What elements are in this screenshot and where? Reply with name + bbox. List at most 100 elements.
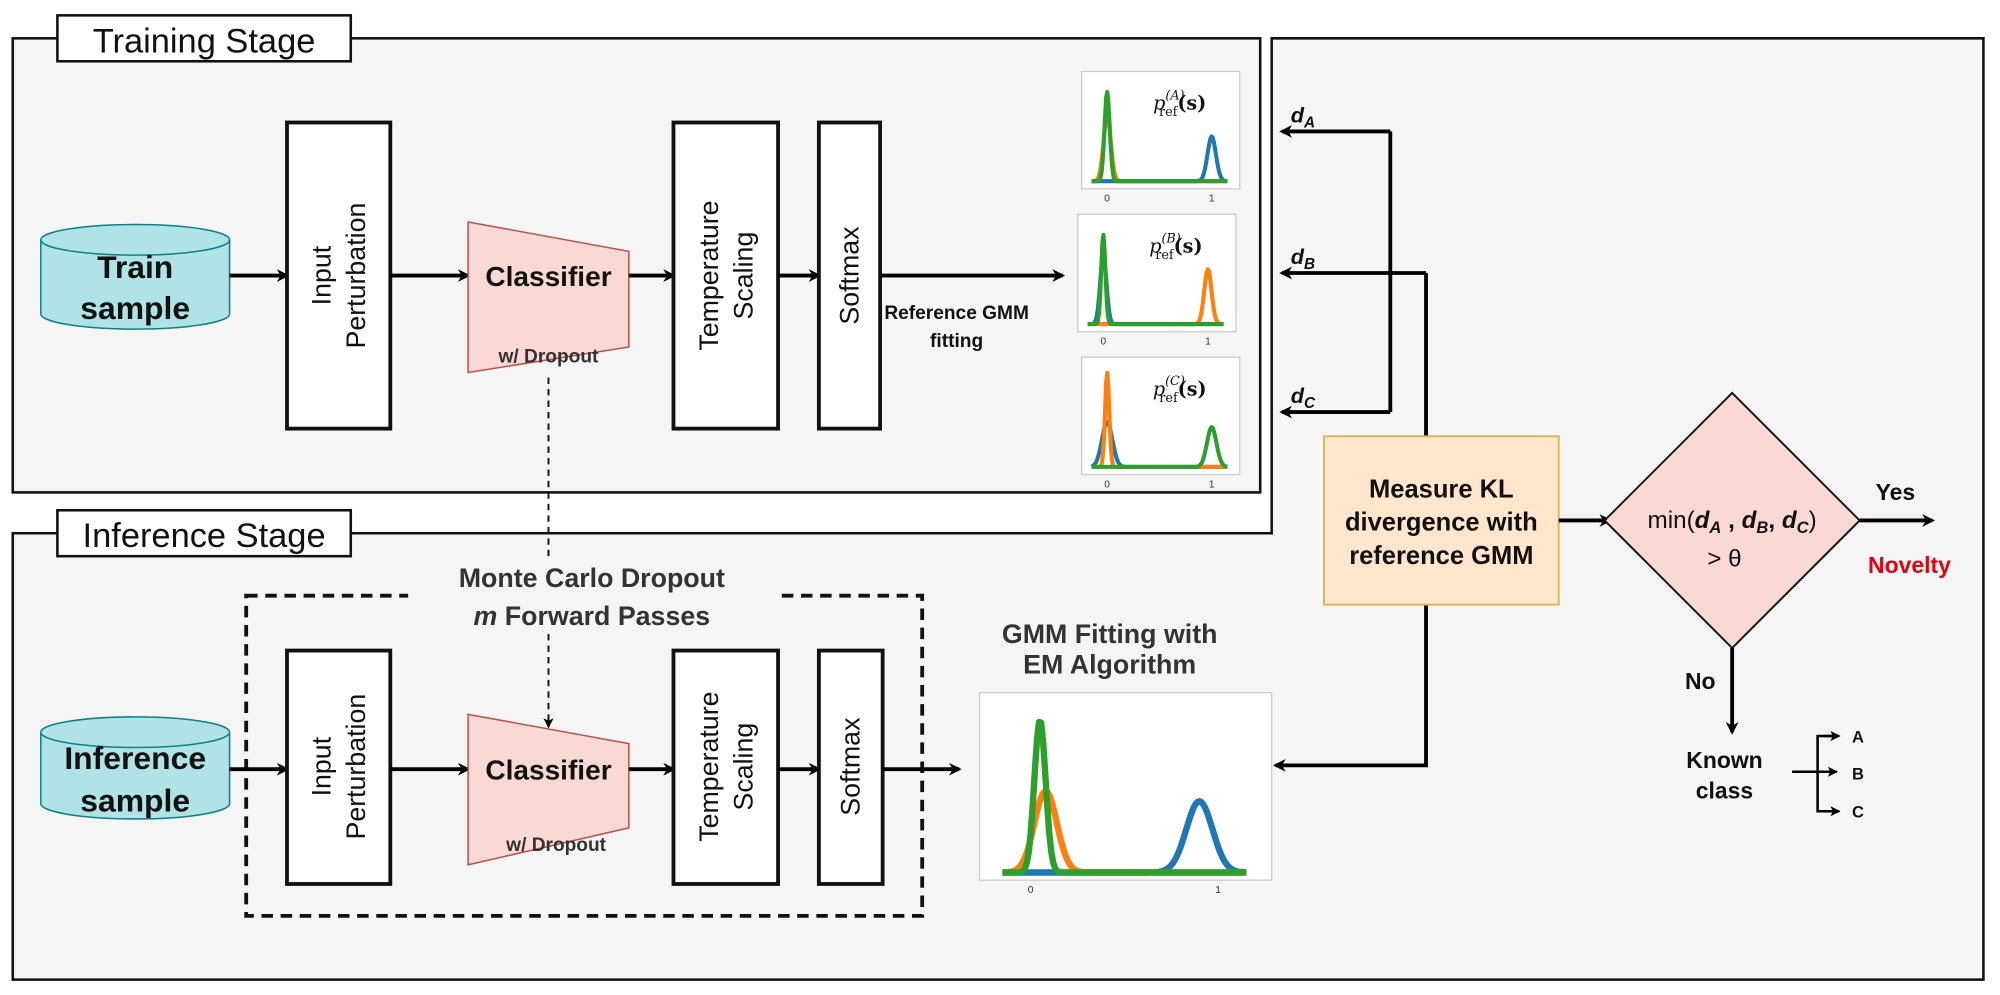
mc-label-gap [408, 580, 776, 612]
subscript: A [1708, 518, 1721, 537]
argument: (s) [1174, 235, 1203, 258]
forward-passes-text: Forward Passes [497, 601, 710, 631]
subscript: B [1304, 256, 1315, 273]
distance-b-label: dB [1291, 244, 1315, 273]
separator: , [1721, 507, 1741, 534]
d-symbol: d [1291, 383, 1305, 408]
kl-label: Measure KL [1369, 475, 1514, 503]
train-temperature-scaling-box: Temperature Scaling [671, 120, 780, 431]
reference-density-label: p(B) ref(s) [1149, 231, 1202, 263]
separator: , [1768, 507, 1781, 534]
dropout-label: w/ Dropout [505, 835, 606, 856]
superscript: (A) [1165, 89, 1184, 104]
yes-label: Yes [1876, 479, 1916, 505]
tick-label: 0 [1104, 479, 1110, 490]
forward-passes-label: m Forward Passes [474, 601, 711, 631]
training-stage-label: Training Stage [56, 14, 353, 63]
subscript: ref [1155, 248, 1175, 263]
inference-temperature-scaling-box: Temperature Scaling [671, 648, 780, 886]
dropout-label: w/ Dropout [498, 346, 599, 367]
tick-label: 0 [1028, 885, 1034, 896]
tick-label: 1 [1215, 885, 1221, 896]
inference-stage-label: Inference Stage [56, 508, 353, 558]
tick-label: 0 [1104, 194, 1110, 205]
train-classifier: Classifier [467, 221, 630, 374]
softmax-label: Softmax [834, 226, 864, 325]
d-symbol: d [1695, 507, 1711, 534]
p-symbol: p [1153, 92, 1165, 115]
softmax-label: Softmax [836, 717, 866, 816]
reference-plot-b: 0 1 p(B) ref(s) [1077, 213, 1237, 347]
p-symbol: p [1149, 235, 1161, 258]
plot-background [978, 692, 1273, 881]
min-distance-expression: min(dA , dB, dC) [1648, 507, 1817, 537]
class-b-label: B [1852, 764, 1864, 783]
novelty-label: Novelty [1868, 552, 1951, 578]
superscript: (B) [1161, 231, 1180, 246]
reference-gmm-fitting-label: Reference GMM [884, 303, 1029, 324]
train-sample-cylinder: Train sample [40, 223, 231, 330]
perturbation-label: Input [306, 736, 336, 796]
inference-input-perturbation-box: Input Perturbation [285, 648, 393, 886]
superscript: (C) [1165, 374, 1185, 389]
green-gaussian-curve [1001, 718, 1248, 876]
tick-label: 1 [1209, 194, 1215, 205]
no-label: No [1685, 668, 1716, 694]
tick-label: 1 [1205, 336, 1211, 347]
known-class-label-2: class [1696, 778, 1753, 804]
perturbation-label-2: Perturbation [341, 694, 371, 840]
subscript: C [1797, 518, 1810, 537]
kl-divergence-box: Measure KL divergence with reference GMM [1323, 435, 1560, 606]
inference-sample-label-2: sample [80, 782, 190, 818]
temperature-label-2: Scaling [729, 723, 759, 811]
train-softmax-box: Softmax [816, 120, 883, 431]
d-symbol: d [1291, 244, 1305, 269]
green-gaussian-curve [1090, 89, 1229, 184]
threshold-label: > θ [1707, 545, 1741, 572]
inference-classifier: Classifier [467, 713, 630, 866]
training-stage-title: Training Stage [93, 22, 316, 60]
known-class-label: Known [1686, 747, 1762, 773]
tick-label: 1 [1209, 479, 1215, 490]
green-gaussian-curve [1086, 232, 1225, 327]
p-symbol: p [1153, 377, 1165, 400]
classifier-label: Classifier [485, 754, 611, 785]
class-a-label: A [1852, 727, 1864, 746]
kl-label-3: reference GMM [1349, 542, 1533, 570]
reference-gmm-fitting-label-2: fitting [930, 331, 983, 352]
train-input-perturbation-box: Input Perturbation [285, 120, 393, 431]
class-c-label: C [1852, 803, 1864, 822]
m-variable: m [474, 601, 498, 631]
green-gaussian-curve [1090, 425, 1229, 469]
min-suffix: ) [1809, 507, 1817, 534]
inference-sample-cylinder: Inference sample [40, 716, 231, 820]
subscript: ref [1159, 105, 1179, 120]
perturbation-label-2: Perturbation [341, 203, 371, 349]
gmm-fitting-label: GMM Fitting with [1002, 619, 1218, 649]
inference-softmax-box: Softmax [816, 648, 885, 886]
reference-plot-a: 0 1 p(A) ref(s) [1080, 70, 1241, 205]
min-prefix: min( [1648, 507, 1695, 534]
class-branch: A B C [1792, 727, 1864, 822]
tick-label: 0 [1100, 336, 1106, 347]
temperature-label-2: Scaling [729, 232, 759, 320]
mc-dropout-label: Monte Carlo Dropout [459, 563, 725, 593]
train-sample-label-2: sample [80, 290, 190, 326]
kl-to-gmm-arrow [1272, 604, 1428, 772]
reference-density-label: p(C) ref(s) [1153, 374, 1207, 406]
classifier-label: Classifier [485, 261, 611, 292]
distance-c-label: dC [1291, 383, 1316, 412]
train-sample-label: Train [97, 249, 173, 285]
novelty-decision-diamond: min(dA , dB, dC) > θ [1603, 391, 1862, 650]
distance-a-label: dA [1291, 102, 1315, 131]
reference-plot-c: 0 1 p(C) ref(s) [1080, 356, 1241, 490]
inference-sample-label: Inference [64, 740, 206, 776]
d-symbol: d [1782, 507, 1798, 534]
inference-stage-title: Inference Stage [83, 517, 326, 555]
subscript: ref [1159, 391, 1179, 406]
d-symbol: d [1742, 507, 1758, 534]
argument: (s) [1178, 377, 1207, 400]
subscript: A [1303, 115, 1315, 132]
